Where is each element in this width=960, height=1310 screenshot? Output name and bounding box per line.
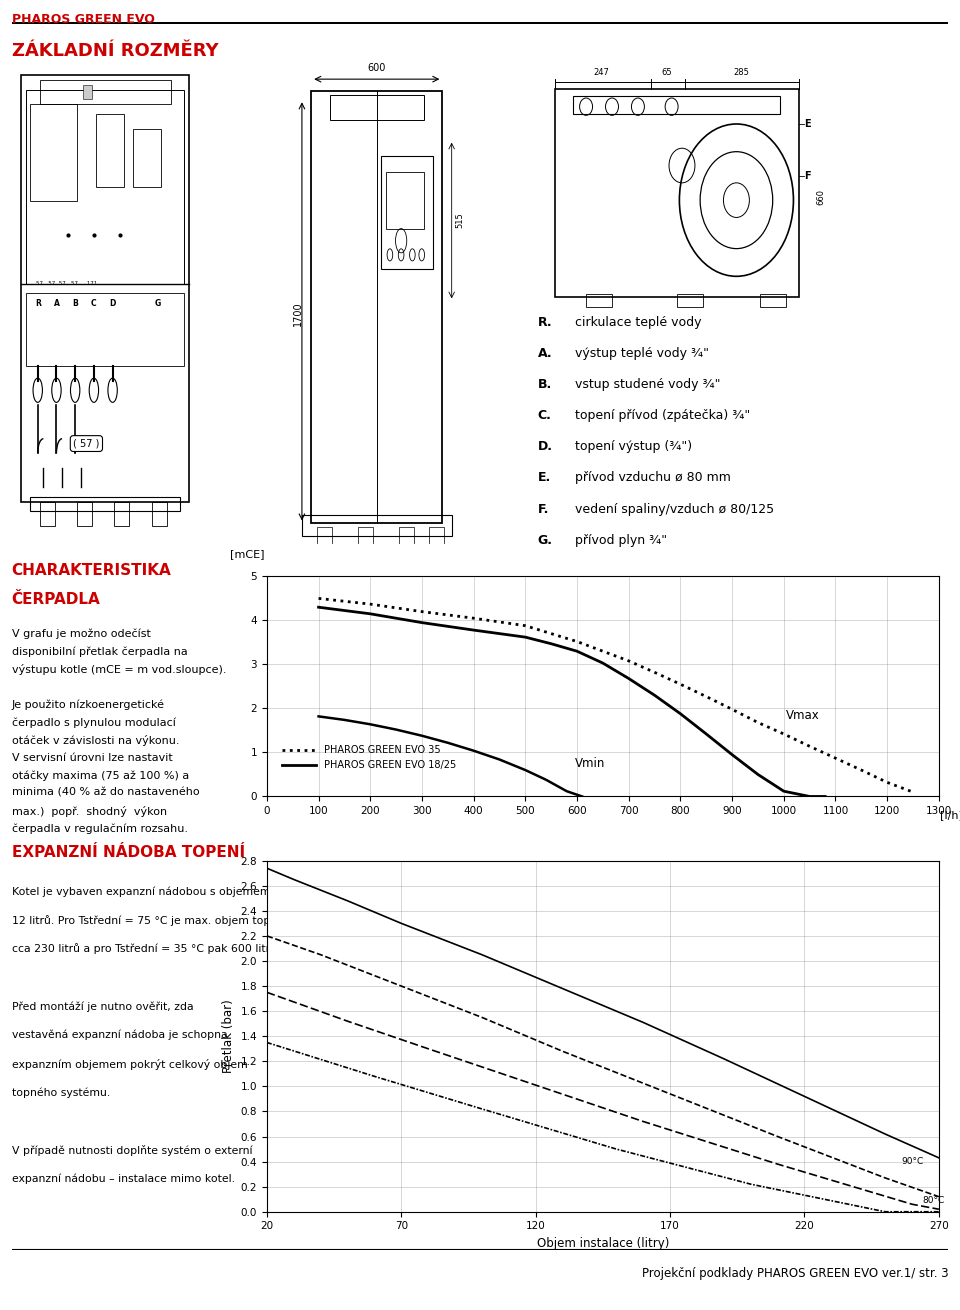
Text: 80°C: 80°C (923, 1196, 945, 1205)
Text: F.: F. (538, 503, 549, 516)
Text: 515: 515 (455, 212, 465, 228)
X-axis label: Objem instalace (litry): Objem instalace (litry) (537, 1237, 669, 1250)
Text: čerpadla v regulačním rozsahu.: čerpadla v regulačním rozsahu. (12, 824, 187, 834)
Bar (573, 96, 780, 114)
Bar (677, 293, 703, 308)
Text: E: E (804, 119, 810, 128)
Bar (429, 528, 444, 544)
Bar (83, 85, 92, 100)
Bar (96, 114, 124, 186)
Text: 600: 600 (368, 63, 386, 73)
Text: 660: 660 (817, 189, 826, 204)
Text: otáčky maxima (75 až 100 %) a: otáčky maxima (75 až 100 %) a (12, 770, 189, 781)
Text: 65: 65 (661, 68, 672, 77)
Text: topného systému.: topného systému. (12, 1087, 109, 1098)
Text: Kotel je vybaven expanzní nádobou s objemem: Kotel je vybaven expanzní nádobou s obje… (12, 886, 270, 896)
Bar (39, 80, 171, 105)
Text: B.: B. (538, 377, 552, 390)
Text: B: B (72, 299, 78, 308)
Text: C: C (91, 299, 97, 308)
Text: výstup teplé vody ¾": výstup teplé vody ¾" (575, 347, 708, 360)
Text: Před montáží je nutno ověřit, zda: Před montáží je nutno ověřit, zda (12, 1001, 193, 1011)
Bar (27, 89, 183, 284)
Text: ČERPADLA: ČERPADLA (12, 592, 100, 608)
Text: 12 litrů. Pro Tstřední = 75 °C je max. objem topení: 12 litrů. Pro Tstřední = 75 °C je max. o… (12, 914, 286, 926)
Text: Vmax: Vmax (786, 709, 820, 722)
Text: 247: 247 (593, 68, 610, 77)
Bar (152, 502, 167, 527)
Text: topení přívod (zpátečka) ¾": topení přívod (zpátečka) ¾" (575, 409, 750, 422)
Bar (114, 502, 130, 527)
Text: 285: 285 (733, 68, 750, 77)
Bar (39, 502, 55, 527)
Text: G.: G. (538, 533, 553, 546)
Text: V případě nutnosti doplňte systém o externí: V případě nutnosti doplňte systém o exte… (12, 1145, 252, 1155)
Text: [mCE]: [mCE] (230, 549, 264, 559)
Bar (77, 502, 92, 527)
Text: topení výstup (¾"): topení výstup (¾") (575, 440, 692, 453)
Bar (330, 96, 423, 119)
Text: E.: E. (538, 472, 551, 485)
Text: otáček v závislosti na výkonu.: otáček v závislosti na výkonu. (12, 735, 179, 745)
Text: [l/h]: [l/h] (940, 810, 960, 820)
Text: ZÁKLADNÍ ROZMĚRY: ZÁKLADNÍ ROZMĚRY (12, 42, 218, 60)
Bar (31, 496, 180, 511)
Bar (759, 293, 785, 308)
Text: A.: A. (538, 347, 552, 360)
Text: 57   57  57   57     171: 57 57 57 57 171 (36, 282, 97, 286)
Bar (311, 92, 443, 524)
Text: disponibilní přetlak čerpadla na: disponibilní přetlak čerpadla na (12, 646, 187, 656)
Text: D: D (109, 299, 116, 308)
Text: vstup studené vody ¾": vstup studené vody ¾" (575, 377, 720, 390)
Bar (380, 156, 433, 269)
Y-axis label: Přetlak (bar): Přetlak (bar) (222, 1000, 235, 1073)
Bar (358, 528, 373, 544)
Text: vedení spaliny/vzduch ø 80/125: vedení spaliny/vzduch ø 80/125 (575, 503, 774, 516)
Text: max.)  popř.  shodný  výkon: max.) popř. shodný výkon (12, 806, 167, 816)
Text: cirkulace teplé vody: cirkulace teplé vody (575, 316, 701, 329)
Bar (586, 293, 612, 308)
Text: vestavěná expanzní nádoba je schopna: vestavěná expanzní nádoba je schopna (12, 1030, 228, 1040)
Bar (555, 89, 799, 297)
Text: EXPANZNÍ NÁDOBA TOPENÍ: EXPANZNÍ NÁDOBA TOPENÍ (12, 845, 245, 859)
Bar (21, 75, 189, 502)
Text: PHAROS GREEN EVO: PHAROS GREEN EVO (12, 13, 155, 26)
Bar (386, 172, 423, 228)
Text: C.: C. (538, 409, 551, 422)
Text: 90°C: 90°C (901, 1157, 924, 1166)
Legend: PHAROS GREEN EVO 35, PHAROS GREEN EVO 18/25: PHAROS GREEN EVO 35, PHAROS GREEN EVO 18… (278, 741, 460, 774)
Text: R.: R. (538, 316, 552, 329)
Text: D.: D. (538, 440, 553, 453)
Text: CHARAKTERISTIKA: CHARAKTERISTIKA (12, 563, 171, 578)
Text: minima (40 % až do nastaveného: minima (40 % až do nastaveného (12, 787, 199, 798)
Text: V grafu je možno odečíst: V grafu je možno odečíst (12, 629, 151, 639)
Text: G: G (155, 299, 160, 308)
Text: výstupu kotle (mCE = m vod.sloupce).: výstupu kotle (mCE = m vod.sloupce). (12, 664, 226, 675)
Bar (31, 105, 77, 202)
Text: expanzním objemem pokrýt celkový objem: expanzním objemem pokrýt celkový objem (12, 1058, 248, 1069)
Bar (27, 293, 183, 365)
Text: Je použito nízkoenergetické: Je použito nízkoenergetické (12, 700, 164, 710)
Text: přívod plyn ¾": přívod plyn ¾" (575, 533, 667, 546)
Bar (301, 515, 451, 536)
Text: čerpadlo s plynulou modulací: čerpadlo s plynulou modulací (12, 717, 176, 727)
Text: Projekční podklady PHAROS GREEN EVO ver.1/ str. 3: Projekční podklady PHAROS GREEN EVO ver.… (642, 1267, 948, 1280)
Text: 1700: 1700 (293, 301, 303, 326)
Text: cca 230 litrů a pro Tstřední = 35 °C pak 600 litrů.: cca 230 litrů a pro Tstřední = 35 °C pak… (12, 943, 280, 955)
Bar (133, 128, 161, 186)
Bar (399, 528, 415, 544)
Text: Vmin: Vmin (574, 757, 605, 770)
Text: ( 57 ): ( 57 ) (73, 439, 100, 448)
Text: expanzní nádobu – instalace mimo kotel.: expanzní nádobu – instalace mimo kotel. (12, 1174, 234, 1184)
Text: R: R (35, 299, 40, 308)
Bar (317, 528, 332, 544)
Text: F: F (804, 170, 810, 181)
Text: přívod vzduchu ø 80 mm: přívod vzduchu ø 80 mm (575, 472, 731, 485)
Text: V servisní úrovni lze nastavit: V servisní úrovni lze nastavit (12, 752, 172, 762)
Text: A: A (54, 299, 60, 308)
